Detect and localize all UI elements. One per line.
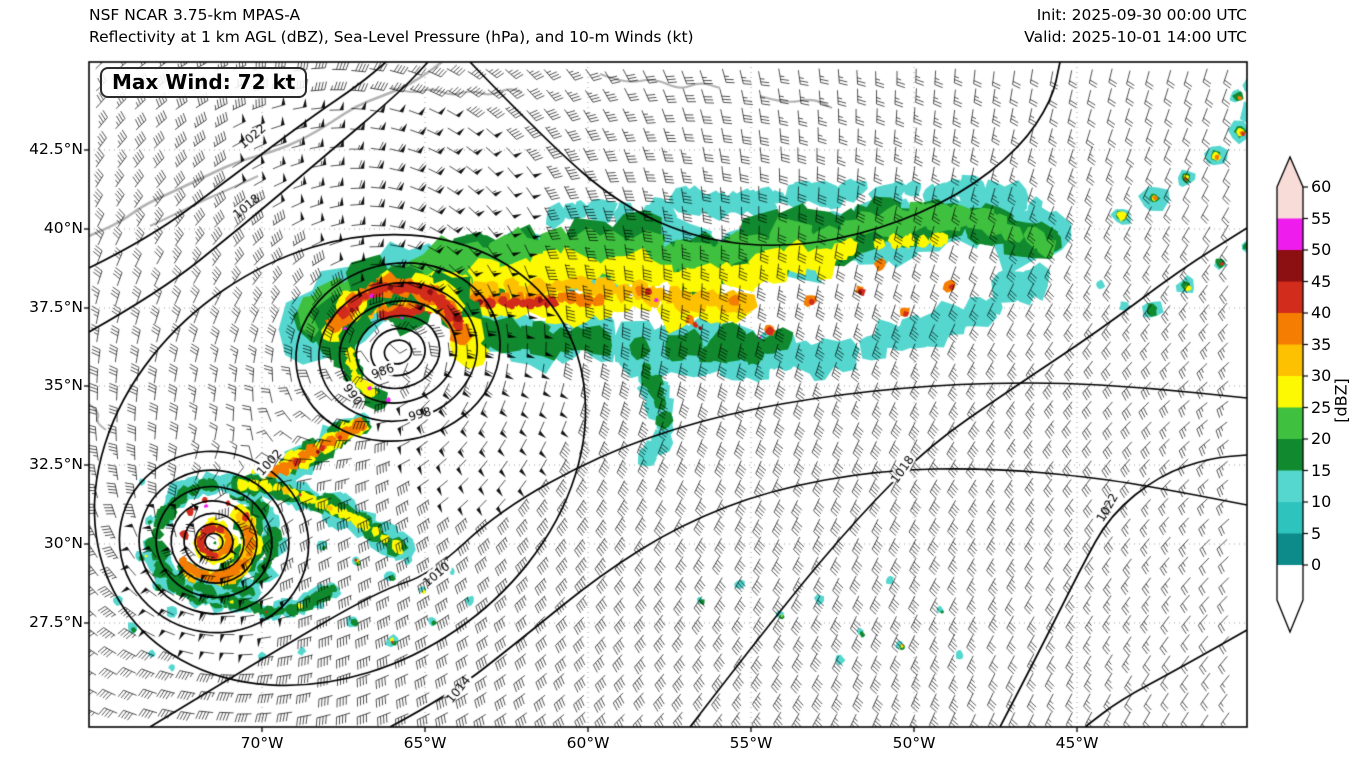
y-tick-label: 42.5°N	[29, 140, 83, 158]
y-tick-label: 37.5°N	[29, 298, 83, 316]
init-time: Init: 2025-09-30 00:00 UTC	[1036, 6, 1247, 24]
colorbar-tick-label: 20	[1311, 429, 1332, 448]
colorbar-tick-label: 50	[1311, 240, 1332, 259]
x-tick-label: 55°W	[729, 734, 773, 752]
max-wind-badge: Max Wind: 72 kt	[100, 67, 308, 98]
colorbar-tick-label: 40	[1311, 303, 1332, 322]
x-tick-label: 60°W	[566, 734, 610, 752]
colorbar-tick-label: 45	[1311, 271, 1332, 291]
y-tick-label: 35°N	[43, 376, 83, 394]
y-tick-label: 30°N	[43, 534, 83, 552]
y-tick-label: 27.5°N	[29, 613, 83, 631]
colorbar-tick-label: 5	[1311, 523, 1322, 543]
colorbar-tick-label: 35	[1311, 334, 1332, 354]
model-title: NSF NCAR 3.75-km MPAS-A	[89, 6, 301, 24]
x-tick-label: 70°W	[240, 734, 284, 752]
colorbar-tick-label: 0	[1311, 555, 1322, 574]
colorbar-tick-label: 55	[1311, 208, 1332, 228]
x-tick-label: 50°W	[892, 734, 936, 752]
field-title: Reflectivity at 1 km AGL (dBZ), Sea-Leve…	[89, 28, 694, 46]
colorbar-tick-label: 10	[1311, 492, 1332, 511]
colorbar-units-label: [dBZ]	[1331, 378, 1351, 423]
colorbar-tick-label: 60	[1311, 177, 1332, 196]
valid-time: Valid: 2025-10-01 14:00 UTC	[1024, 28, 1247, 46]
x-tick-label: 65°W	[403, 734, 447, 752]
y-tick-label: 40°N	[43, 219, 83, 237]
colorbar-tick-label: 25	[1311, 397, 1332, 417]
colorbar-tick-label: 15	[1311, 460, 1332, 480]
y-tick-label: 32.5°N	[29, 455, 83, 473]
colorbar-tick-label: 30	[1311, 366, 1332, 385]
x-tick-label: 45°W	[1055, 734, 1099, 752]
